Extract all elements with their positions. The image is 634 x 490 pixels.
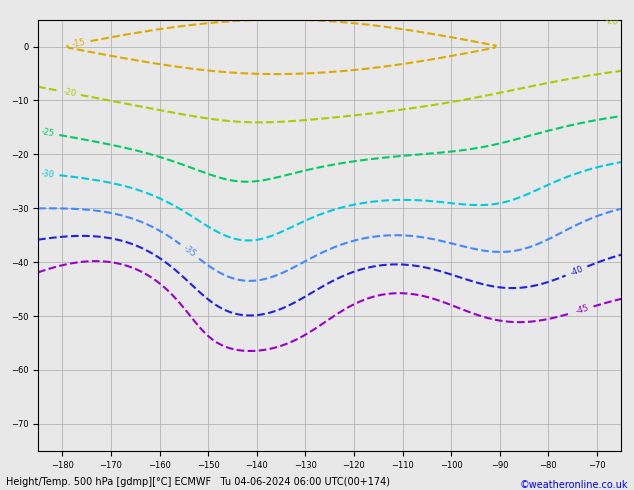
Text: -20: -20 [61,87,77,98]
Text: -25: -25 [41,127,55,139]
Text: Height/Temp. 500 hPa [gdmp][°C] ECMWF   Tu 04-06-2024 06:00 UTC(00+174): Height/Temp. 500 hPa [gdmp][°C] ECMWF Tu… [6,477,391,487]
Text: -45: -45 [574,304,590,316]
Text: -40: -40 [569,264,585,278]
Text: ©weatheronline.co.uk: ©weatheronline.co.uk [519,480,628,490]
Text: -35: -35 [181,244,198,259]
Text: -20: -20 [604,16,619,26]
Text: -30: -30 [41,169,55,179]
Text: -15: -15 [72,38,86,49]
